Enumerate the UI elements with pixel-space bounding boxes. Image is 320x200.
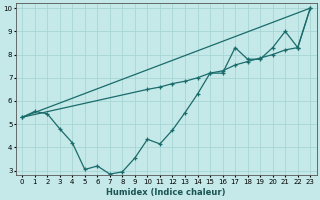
- X-axis label: Humidex (Indice chaleur): Humidex (Indice chaleur): [107, 188, 226, 197]
